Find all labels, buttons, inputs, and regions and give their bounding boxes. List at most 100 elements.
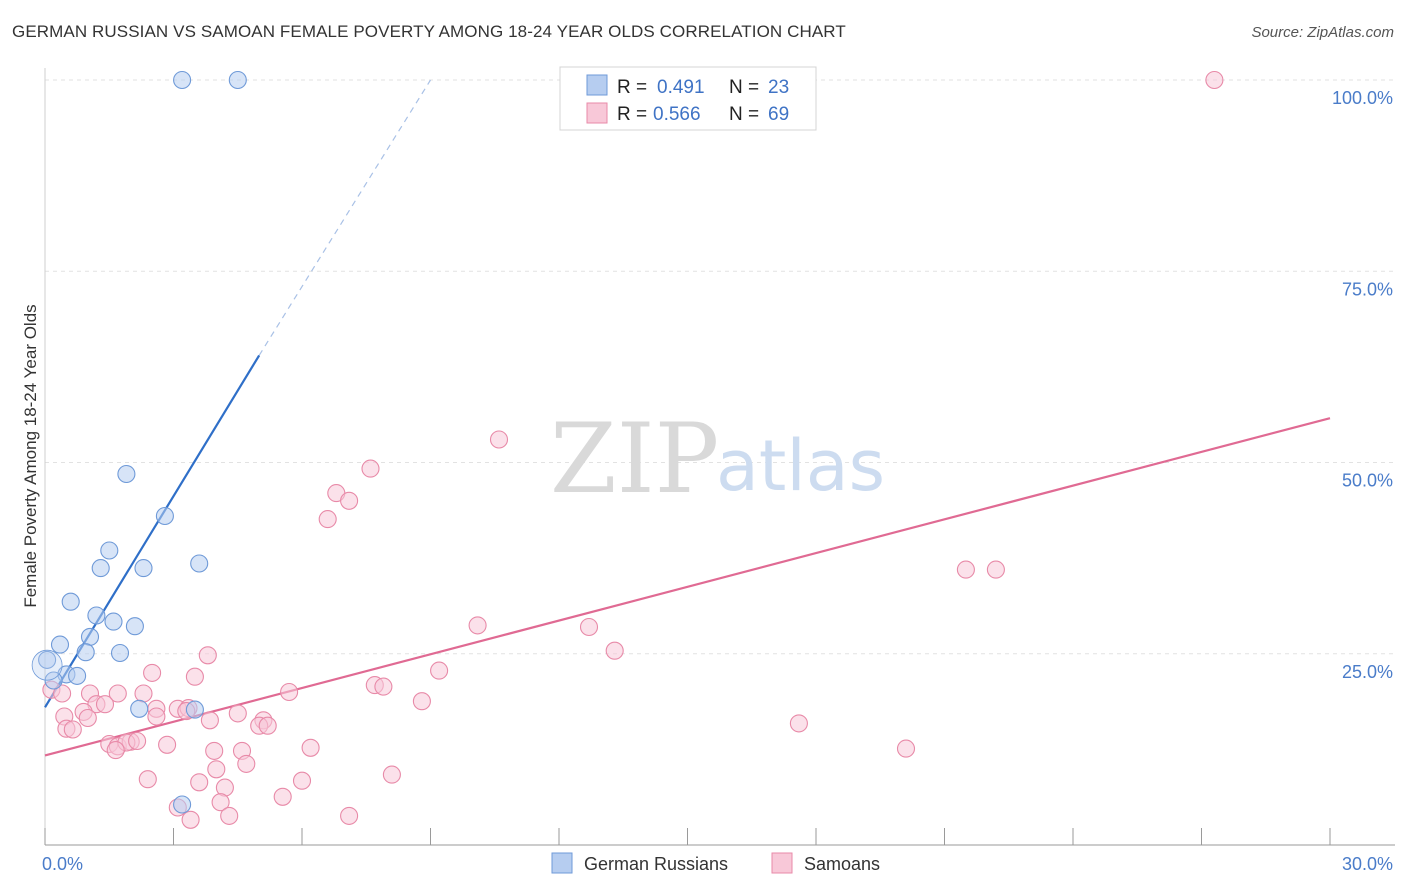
trend-extension-german-russians (258, 79, 432, 356)
series-legend: German Russians Samoans (551, 852, 880, 874)
point-samoans-32 (147, 707, 166, 726)
legend-r-value-0: 0.491 (657, 77, 705, 98)
grid-lines (45, 79, 1395, 655)
legend-swatch-samoans (586, 102, 608, 124)
watermark-atlas: atlas (716, 425, 885, 507)
y-axis-title: Female Poverty Among 18-24 Year Olds (21, 304, 40, 607)
point-samoans-5 (318, 510, 337, 529)
point-samoans-31 (228, 704, 247, 723)
point-german-russians-22 (173, 795, 192, 814)
point-samoans-20 (108, 684, 127, 703)
point-samoans-0 (1205, 70, 1224, 90)
legend-n-label-0: N = (729, 77, 759, 98)
x-tick-labels: 0.0% 30.0% (42, 854, 1393, 874)
point-samoans-47 (158, 735, 177, 754)
point-german-russians-19 (44, 671, 63, 690)
y-tick-label-3: 25.0% (1342, 662, 1393, 682)
y-tick-label-1: 75.0% (1342, 279, 1393, 299)
legend-n-label-1: N = (729, 104, 759, 125)
point-samoans-11 (198, 646, 217, 665)
point-samoans-53 (237, 754, 256, 773)
point-german-russians-cluster (31, 649, 63, 681)
point-samoans-4 (340, 491, 359, 510)
point-samoans-60 (211, 793, 230, 812)
point-samoans-39 (789, 714, 808, 733)
point-samoans-65 (340, 806, 359, 825)
point-samoans-25 (95, 695, 115, 714)
point-samoans-57 (190, 773, 209, 792)
point-samoans-54 (207, 760, 226, 779)
point-samoans-7 (986, 560, 1005, 579)
point-german-russians-2 (117, 464, 136, 484)
legend-n-value-1: 69 (768, 104, 789, 125)
chart-title: GERMAN RUSSIAN VS SAMOAN FEMALE POVERTY … (12, 22, 846, 41)
point-german-russians-0 (173, 70, 192, 90)
point-german-russians-6 (134, 559, 153, 578)
series-swatch-samoans (771, 852, 793, 874)
series-swatch-german-russians (551, 852, 573, 874)
point-german-russians-5 (91, 559, 110, 578)
point-samoans-23 (412, 692, 431, 711)
point-german-russians-10 (104, 612, 123, 631)
point-samoans-61 (273, 787, 292, 806)
point-samoans-41 (63, 720, 82, 739)
point-samoans-17 (280, 682, 299, 702)
point-samoans-51 (205, 741, 224, 760)
point-samoans-13 (143, 663, 162, 682)
point-samoans-9 (579, 617, 599, 637)
point-german-russians-1 (228, 70, 247, 90)
point-samoans-46 (128, 731, 147, 751)
point-german-russians-4 (100, 541, 119, 560)
point-german-russians-16 (38, 650, 57, 669)
source-label: Source: ZipAtlas.com (1251, 24, 1394, 41)
watermark: ZIP atlas (550, 403, 885, 515)
point-samoans-55 (382, 765, 401, 784)
point-samoans-63 (181, 810, 200, 829)
x-tick-label-1: 30.0% (1342, 854, 1393, 874)
trend-line-samoans (44, 417, 1331, 757)
point-german-russians-18 (68, 666, 87, 685)
watermark-zip: ZIP (550, 403, 719, 515)
point-samoans-10 (605, 641, 624, 660)
x-tick-label-0: 0.0% (42, 854, 83, 874)
point-german-russians-8 (61, 592, 80, 611)
point-samoans-8 (468, 616, 487, 635)
point-german-russians-20 (130, 699, 149, 718)
point-german-russians-13 (50, 635, 70, 654)
point-samoans-12 (430, 661, 449, 680)
legend-n-value-0: 23 (768, 77, 789, 98)
series-name-samoans: Samoans (804, 854, 880, 874)
point-samoans-19 (53, 684, 72, 703)
point-samoans-58 (292, 771, 312, 790)
point-samoans-35 (200, 711, 219, 730)
point-samoans-50 (896, 739, 916, 758)
point-samoans-1 (489, 430, 509, 449)
point-german-russians-12 (80, 627, 100, 646)
legend-swatch-german-russians (586, 74, 608, 96)
point-samoans-33 (78, 708, 97, 728)
point-german-russians-15 (110, 643, 130, 663)
correlation-legend: R = 0.491 N = 23 R = 0.566 N = 69 (559, 66, 817, 131)
axes (44, 68, 1395, 846)
y-tick-label-0: 100.0% (1332, 88, 1393, 108)
legend-r-label-1: R = (617, 104, 647, 125)
point-samoans-38 (258, 716, 277, 735)
point-samoans-21 (134, 684, 153, 703)
point-german-russians-14 (76, 643, 95, 662)
point-samoans-56 (138, 770, 157, 789)
point-samoans-64 (220, 806, 239, 825)
point-samoans-16 (374, 677, 393, 696)
point-german-russians-9 (87, 606, 106, 625)
y-tick-label-2: 50.0% (1342, 471, 1393, 491)
legend-r-label-0: R = (617, 77, 647, 98)
point-samoans-49 (301, 738, 320, 757)
point-samoans-2 (361, 459, 380, 478)
y-tick-labels: 100.0% 75.0% 50.0% 25.0% (1332, 88, 1393, 682)
point-samoans-14 (185, 667, 204, 686)
data-points (31, 70, 1224, 829)
point-german-russians-21 (185, 700, 204, 719)
point-german-russians-3 (155, 506, 174, 526)
series-name-german-russians: German Russians (584, 854, 728, 874)
point-german-russians-7 (190, 554, 209, 573)
